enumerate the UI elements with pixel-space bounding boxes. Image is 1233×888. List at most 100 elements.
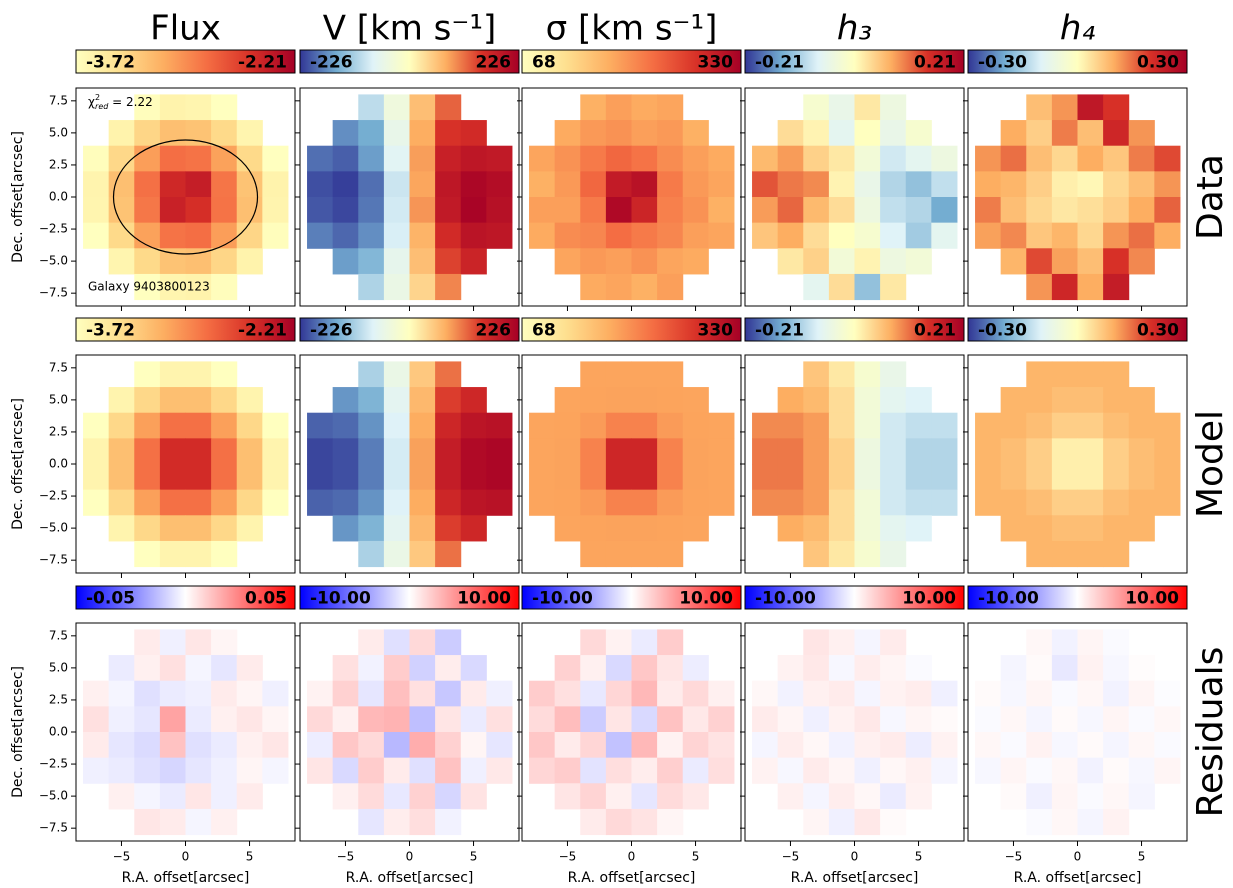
map-cell <box>880 732 907 759</box>
map-cell <box>657 145 684 172</box>
map-cell <box>828 120 855 147</box>
map-cell <box>211 489 238 516</box>
map-cell <box>1026 361 1053 388</box>
map-cell <box>383 412 410 439</box>
map-cell <box>211 387 238 414</box>
map-cell <box>752 464 779 491</box>
map-cell <box>931 680 958 707</box>
map-cell <box>554 145 581 172</box>
map-cell <box>880 464 907 491</box>
map-cell <box>1077 540 1104 568</box>
map-cell <box>1103 783 1130 810</box>
map-cell <box>332 248 359 275</box>
map-cell <box>529 464 556 491</box>
map-cell <box>631 515 658 542</box>
map-cell <box>975 412 1002 439</box>
map-cell <box>803 387 830 414</box>
map-cell <box>435 757 462 784</box>
map-cell <box>1103 757 1130 784</box>
map-cell <box>185 387 212 414</box>
map-cell <box>631 489 658 516</box>
map-cell <box>435 732 462 759</box>
colorbar-tick-label: -0.05 <box>86 589 135 609</box>
map-cell <box>752 438 779 465</box>
map-cell <box>1154 489 1181 516</box>
map-cell <box>358 248 385 275</box>
map-cell <box>1026 706 1053 733</box>
map-cell <box>108 489 135 516</box>
map-cell <box>83 222 110 249</box>
map-cell <box>657 732 684 759</box>
colorbar-tick-label: -2.21 <box>238 53 287 73</box>
map-cell <box>657 489 684 516</box>
map-cell <box>529 197 556 224</box>
map-cell <box>975 680 1002 707</box>
map-cell <box>777 145 804 172</box>
map-cell <box>435 655 462 682</box>
map-cell <box>185 515 212 542</box>
map-cell <box>777 706 804 733</box>
map-cell <box>435 412 462 439</box>
map-cell <box>1000 120 1027 147</box>
column-title: σ [km s⁻¹] <box>546 9 718 49</box>
y-axis-label: Dec. offset[arcsec] <box>10 398 26 530</box>
map-cell <box>435 680 462 707</box>
map-cell <box>657 438 684 465</box>
y-tick-label: 0.0 <box>49 457 68 471</box>
map-cell <box>803 197 830 224</box>
map-cell <box>708 706 735 733</box>
x-tick-label: −5 <box>782 850 800 864</box>
map-cell <box>854 222 881 249</box>
map-cell <box>803 732 830 759</box>
map-cell <box>108 655 135 682</box>
map-cell <box>332 783 359 810</box>
map-cell <box>134 732 161 759</box>
map-cell <box>185 680 212 707</box>
y-tick-label: 7.5 <box>49 360 68 374</box>
x-axis-label: R.A. offset[arcsec] <box>122 870 250 886</box>
map-cell <box>409 464 436 491</box>
colorbar-tick-label: 0.05 <box>245 589 287 609</box>
map-cell <box>554 464 581 491</box>
map-cell <box>1000 706 1027 733</box>
map-cell <box>1026 145 1053 172</box>
map-cell <box>657 655 684 682</box>
map-cell <box>580 757 607 784</box>
colorbar <box>299 317 520 342</box>
map-cell <box>975 145 1002 172</box>
map-cell <box>708 757 735 784</box>
map-cell <box>631 361 658 388</box>
map-cell <box>211 120 238 147</box>
map-cell <box>486 464 513 491</box>
map-cell <box>828 197 855 224</box>
map-cell <box>529 145 556 172</box>
map-cell <box>185 222 212 249</box>
map-cell <box>383 273 410 301</box>
map-cell <box>975 706 1002 733</box>
colorbar-tick-label: -226 <box>310 321 353 341</box>
colorbar <box>967 317 1188 342</box>
map-cell <box>211 171 238 198</box>
map-cell <box>1000 438 1027 465</box>
map-cell <box>605 120 632 147</box>
map-cell <box>108 145 135 172</box>
map-cell <box>383 94 410 121</box>
map-cell <box>854 248 881 275</box>
map-cell <box>435 120 462 147</box>
map-cell <box>803 783 830 810</box>
map-cell <box>134 94 161 121</box>
map-cell <box>1026 438 1053 465</box>
map-cell <box>828 412 855 439</box>
y-axis-label: Dec. offset[arcsec] <box>10 131 26 263</box>
map-cell <box>803 680 830 707</box>
map-cell <box>134 412 161 439</box>
map-cell <box>631 171 658 198</box>
map-cell <box>1051 361 1078 388</box>
map-cell <box>185 706 212 733</box>
map-cell <box>1077 248 1104 275</box>
map-cell <box>307 464 334 491</box>
x-tick-label: 0 <box>851 850 859 864</box>
map-cell <box>880 222 907 249</box>
map-cell <box>657 464 684 491</box>
map-cell <box>409 94 436 121</box>
